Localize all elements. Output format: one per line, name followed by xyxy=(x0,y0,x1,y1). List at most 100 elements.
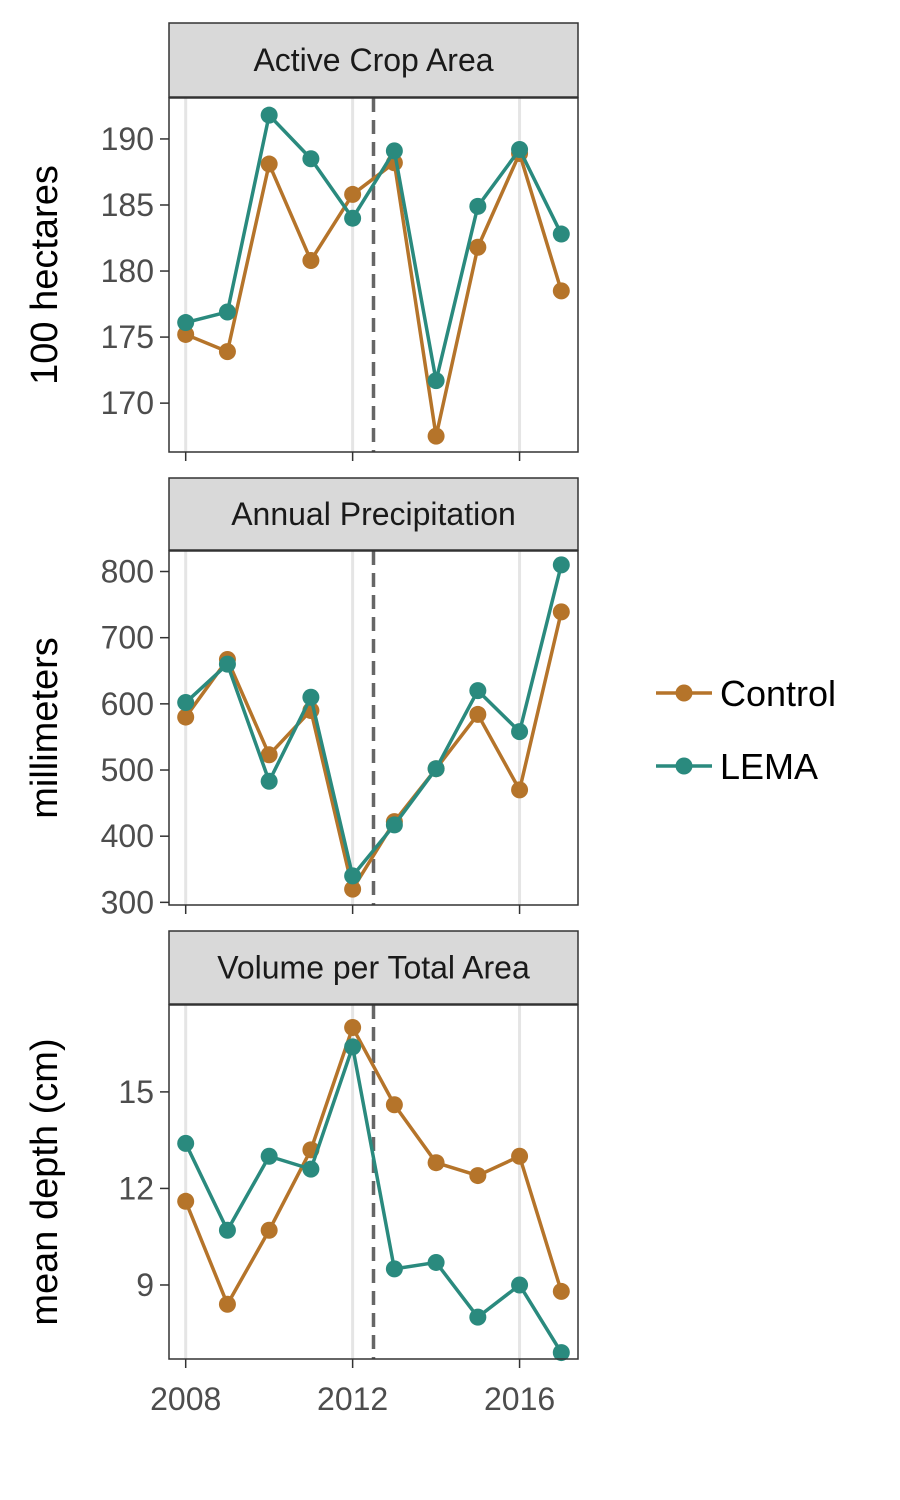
data-point-lema-2012 xyxy=(344,1038,362,1056)
legend-key-point xyxy=(675,757,693,775)
series-line-lema xyxy=(184,564,564,878)
data-point-lema-2014 xyxy=(427,760,445,778)
panel-border xyxy=(168,1004,579,1360)
data-point-lema-2009 xyxy=(218,1221,236,1239)
panels: Active Crop Area 170 175 180 185 190 100 hecta… xyxy=(24,22,579,1368)
data-point-lema-2010 xyxy=(260,106,278,124)
x-tick-label: 2012 xyxy=(317,1381,388,1417)
strip-active-crop-area xyxy=(168,22,579,98)
data-point-lema-2015 xyxy=(469,1308,487,1326)
x-tick-label: 2008 xyxy=(150,1381,221,1417)
y-tick-label: 800 xyxy=(101,554,154,590)
data-point-lema-2011 xyxy=(302,150,320,168)
data-point-control-2015 xyxy=(469,238,487,256)
data-point-control-2010 xyxy=(260,1221,278,1239)
data-point-lema-2011 xyxy=(302,1160,320,1178)
series-lema xyxy=(177,106,570,390)
panel-title-active-crop-area: Active Crop Area xyxy=(253,42,493,78)
panel-border xyxy=(168,97,579,453)
series-lema xyxy=(177,1038,570,1362)
data-point-lema-2017 xyxy=(552,1344,570,1362)
series-line-control xyxy=(184,1025,563,1307)
data-point-control-2012 xyxy=(344,185,362,203)
data-point-control-2014 xyxy=(427,427,445,445)
data-point-lema-2012 xyxy=(344,867,362,885)
data-point-control-2012 xyxy=(344,880,362,898)
data-point-lema-2009 xyxy=(218,655,236,673)
data-point-lema-2013 xyxy=(385,1260,403,1278)
data-point-lema-2014 xyxy=(427,1253,445,1271)
data-point-lema-2015 xyxy=(469,197,487,215)
data-point-lema-2013 xyxy=(385,142,403,160)
series-line-lema xyxy=(185,113,563,383)
y-tick-label: 9 xyxy=(136,1267,154,1303)
panel-active-crop-area: Active Crop Area 170 175 180 185 190 100 hecta… xyxy=(24,22,579,461)
data-point-control-2017 xyxy=(552,603,570,621)
data-point-control-2013 xyxy=(385,1096,403,1114)
data-point-control-2015 xyxy=(469,1167,487,1185)
y-tick-label: 300 xyxy=(101,884,154,920)
data-point-control-2016 xyxy=(511,1147,529,1165)
y-tick-label: 180 xyxy=(101,253,154,289)
data-point-lema-2011 xyxy=(302,688,320,706)
data-point-control-2011 xyxy=(302,251,320,269)
data-point-control-2017 xyxy=(552,282,570,300)
panel-annual-precipitation: Annual Precipitation 300 400 500 600 700 800 mi… xyxy=(24,477,579,920)
legend-key-point xyxy=(675,684,693,702)
data-point-lema-2016 xyxy=(511,1276,529,1294)
series-line-lema xyxy=(184,1045,563,1354)
data-point-control-2010 xyxy=(260,746,278,764)
data-point-lema-2016 xyxy=(511,723,529,741)
series-line-control xyxy=(184,611,564,891)
data-point-lema-2012 xyxy=(344,209,362,227)
strip-volume-per-total-area xyxy=(168,930,579,1005)
y-tick-label: 500 xyxy=(101,752,154,788)
legend-label: LEMA xyxy=(720,746,818,787)
legend-item-control: Control xyxy=(656,673,836,714)
data-point-lema-2013 xyxy=(385,816,403,834)
y-tick-label: 190 xyxy=(101,121,154,157)
legend-item-lema: LEMA xyxy=(656,746,818,787)
data-point-control-2015 xyxy=(469,705,487,723)
series-control xyxy=(177,1019,570,1313)
data-point-control-2014 xyxy=(427,1154,445,1172)
y-tick-label: 400 xyxy=(101,818,154,854)
legend: Control LEMA xyxy=(656,673,836,787)
data-point-control-2008 xyxy=(177,325,195,343)
data-point-control-2009 xyxy=(218,343,236,361)
y-tick-label: 12 xyxy=(118,1170,154,1206)
data-point-lema-2008 xyxy=(177,314,195,332)
data-point-lema-2010 xyxy=(260,1147,278,1165)
y-tick-label: 185 xyxy=(101,187,154,223)
data-point-lema-2008 xyxy=(177,694,195,712)
y-tick-label: 15 xyxy=(118,1074,154,1110)
y-tick-label: 700 xyxy=(101,620,154,656)
data-point-lema-2017 xyxy=(552,225,570,243)
y-axis-title-annual-precipitation: millimeters xyxy=(24,637,66,819)
y-tick-label: 170 xyxy=(101,385,154,421)
legend-label: Control xyxy=(720,673,836,714)
y-axis-title-active-crop-area: 100 hectares xyxy=(24,165,66,385)
panel-border xyxy=(168,550,579,906)
y-tick-label: 175 xyxy=(101,319,154,355)
y-axis-title-volume-per-total-area: mean depth (cm) xyxy=(24,1038,66,1325)
data-point-lema-2008 xyxy=(177,1134,195,1152)
data-point-control-2009 xyxy=(218,1295,236,1313)
data-point-control-2010 xyxy=(260,155,278,173)
series-lema xyxy=(177,556,570,885)
data-point-lema-2009 xyxy=(218,303,236,321)
x-axis: 2008 2012 2016 xyxy=(150,1381,555,1417)
data-point-control-2016 xyxy=(511,781,529,799)
data-point-control-2008 xyxy=(177,708,195,726)
x-tick-label: 2016 xyxy=(484,1381,555,1417)
panel-volume-per-total-area: Volume per Total Area 9 12 15 mean depth (cm… xyxy=(24,930,579,1368)
data-point-lema-2015 xyxy=(469,682,487,700)
data-point-lema-2017 xyxy=(552,556,570,574)
strip-annual-precipitation xyxy=(168,477,579,551)
y-tick-label: 600 xyxy=(101,686,154,722)
data-point-control-2008 xyxy=(177,1192,195,1210)
series-line-control xyxy=(185,151,563,438)
panel-title-volume-per-total-area: Volume per Total Area xyxy=(217,950,530,986)
panel-title-annual-precipitation: Annual Precipitation xyxy=(231,496,516,532)
